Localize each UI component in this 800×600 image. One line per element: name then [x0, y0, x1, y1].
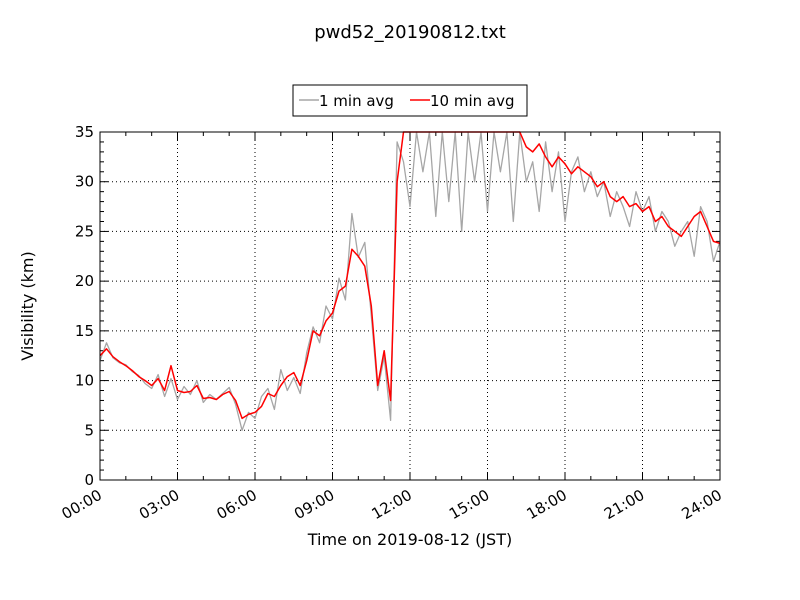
- y-tick-label: 30: [75, 173, 94, 191]
- y-tick-label: 15: [75, 322, 94, 340]
- series-line-1: [99, 131, 721, 431]
- y-axis-label: Visibility (km): [18, 251, 37, 360]
- legend-label-1: 1 min avg: [319, 92, 394, 110]
- y-tick-label: 5: [84, 421, 94, 439]
- legend: 1 min avg 10 min avg: [292, 84, 528, 117]
- grid-layer: [100, 132, 720, 480]
- legend-label-2: 10 min avg: [430, 92, 515, 110]
- chart-title: pwd52_20190812.txt: [314, 22, 506, 43]
- y-tick-label: 20: [75, 272, 94, 290]
- plot-frame: [99, 131, 721, 481]
- y-tick-label: 10: [75, 372, 94, 390]
- y-tick-label: 0: [84, 471, 94, 489]
- x-axis-label: Time on 2019-08-12 (JST): [307, 530, 512, 549]
- y-tick-label: 25: [75, 222, 94, 240]
- y-tick-label: 35: [75, 123, 94, 141]
